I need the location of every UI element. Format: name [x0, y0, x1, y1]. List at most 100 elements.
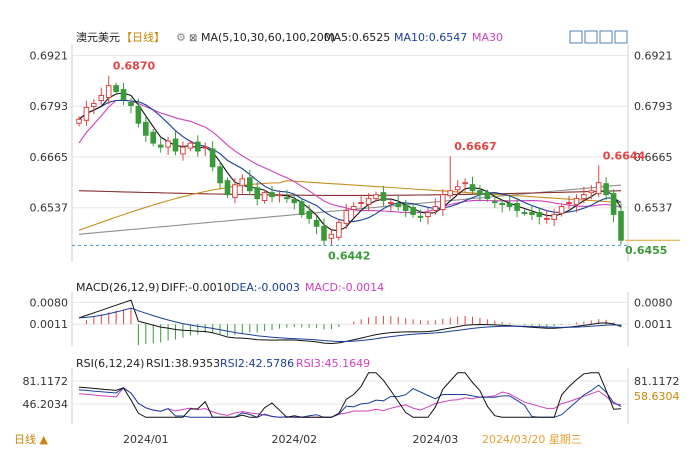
- candle-body-34: [328, 233, 335, 239]
- candle-body-4: [105, 85, 112, 98]
- toolbar-icons[interactable]: [569, 30, 628, 44]
- candle-59: [514, 197, 520, 218]
- candle-body-41: [380, 192, 387, 202]
- candle-body-55: [484, 192, 491, 200]
- price-annotation-3: 0.6442: [328, 249, 370, 262]
- candle-body-43: [395, 203, 402, 207]
- candle-body-0: [76, 118, 82, 124]
- toolbar-icon-4[interactable]: [614, 30, 628, 44]
- candle-48: [432, 198, 439, 215]
- candle-body-23: [247, 177, 253, 192]
- candle-body-8: [135, 105, 142, 124]
- candle-16: [195, 135, 201, 157]
- candle-34: [328, 228, 335, 245]
- candle-67: [573, 194, 580, 213]
- candle-body-21: [232, 184, 238, 199]
- rsi-header: RSI(6,12,24) RSI1:38.9353 RSI2:42.5786 R…: [76, 357, 370, 370]
- rsi3-label: RSI3:45.1649: [296, 357, 370, 370]
- candle-73: [618, 203, 624, 245]
- candle-body-67: [573, 198, 580, 206]
- ma-indicator-icon[interactable]: ⊠: [189, 33, 197, 44]
- candle-50: [447, 156, 453, 199]
- price-annotation-1: 0.6667: [454, 140, 496, 153]
- candle-body-57: [499, 203, 505, 205]
- date-info: 2024/03/20 星期三: [482, 433, 582, 446]
- ma10-label: MA10:0.6547: [394, 31, 467, 44]
- macd-value-label: MACD:-0.0014: [305, 281, 384, 294]
- candle-47: [425, 208, 431, 225]
- candle-61: [529, 205, 535, 220]
- x-tick-1: 2024/02: [271, 433, 317, 446]
- toolbar-icon-1[interactable]: [569, 30, 583, 44]
- candle-4: [105, 75, 112, 105]
- macd-diff-line: [78, 299, 622, 345]
- candle-body-59: [514, 203, 520, 211]
- price-panel: 0.6921 0.6793 0.6665 0.6537 0.6921 0.6793 0.6…: [30, 44, 680, 262]
- macd-header: MACD(26,12,9) DIFF:-0.0010 DEA:-0.0003 M…: [76, 281, 384, 294]
- candle-body-62: [536, 212, 543, 217]
- candle-body-44: [402, 205, 409, 211]
- macd-panel: 0.0080 0.0080 0.0011 0.0011: [30, 292, 673, 346]
- ma100-line: [78, 190, 622, 196]
- macd-diff-label: DIFF:-0.0010: [161, 281, 231, 294]
- main-y-tick-left-3: 0.6537: [30, 202, 69, 215]
- candle-body-20: [224, 180, 231, 196]
- toolbar-icon-2[interactable]: [584, 30, 598, 44]
- candle-body-26: [269, 192, 275, 198]
- candle-65: [558, 203, 565, 217]
- candle-body-51: [454, 186, 461, 191]
- footer: 日线 ▲ 2024/01 2024/02 2024/03 2024/03/20 星期…: [14, 432, 582, 446]
- candle-38: [358, 194, 364, 208]
- candle-body-45: [410, 207, 416, 215]
- period-button[interactable]: 日线 ▲: [14, 432, 48, 446]
- candle-body-50: [447, 190, 453, 197]
- macd-dea-line: [78, 307, 622, 342]
- candle-body-22: [239, 178, 246, 187]
- candle-55: [484, 189, 491, 202]
- candle-body-37: [350, 206, 357, 210]
- candle-17: [202, 142, 208, 156]
- candle-42: [388, 198, 394, 212]
- candle-49: [440, 189, 446, 217]
- candle-body-72: [610, 193, 617, 215]
- main-y-tick-left-0: 0.6921: [30, 49, 69, 62]
- settings-gear-icon[interactable]: ⚙: [176, 31, 186, 44]
- candle-body-31: [306, 211, 312, 219]
- candle-7: [128, 98, 134, 114]
- candle-body-7: [128, 102, 134, 106]
- candle-body-24: [254, 187, 260, 200]
- candle-body-2: [91, 103, 97, 107]
- candle-54: [477, 185, 483, 202]
- candle-body-52: [462, 182, 468, 185]
- candle-46: [417, 209, 424, 222]
- candle-body-53: [469, 184, 476, 192]
- candle-body-46: [417, 215, 424, 218]
- toolbar-icon-3[interactable]: [599, 30, 613, 44]
- candle-body-49: [440, 194, 446, 211]
- candle-37: [350, 202, 357, 218]
- rsi-y-tick-left-1: 46.2034: [23, 398, 69, 411]
- candle-64: [551, 208, 558, 227]
- candle-body-28: [284, 197, 290, 200]
- candle-body-27: [276, 194, 283, 197]
- candle-20: [224, 177, 231, 198]
- candle-51: [454, 179, 461, 196]
- rsi-y-tick-right-1: 58.6304: [634, 390, 680, 403]
- main-y-tick-right-3: 0.6537: [634, 202, 673, 215]
- candle-body-15: [187, 142, 194, 149]
- ma30-line: [78, 99, 622, 214]
- candle-body-14: [180, 146, 186, 155]
- price-annotation-4: 0.6455: [625, 244, 667, 257]
- period-label[interactable]: 【日线】: [121, 30, 165, 44]
- candle-71: [603, 176, 609, 201]
- candle-1: [83, 100, 90, 126]
- candle-57: [499, 199, 505, 213]
- candle-68: [581, 186, 587, 203]
- candle-32: [313, 216, 320, 235]
- candle-23: [247, 169, 253, 196]
- candle-39: [365, 193, 372, 212]
- candle-2: [91, 99, 97, 115]
- candle-body-9: [143, 121, 149, 136]
- candle-62: [536, 208, 543, 225]
- candle-body-30: [298, 201, 305, 216]
